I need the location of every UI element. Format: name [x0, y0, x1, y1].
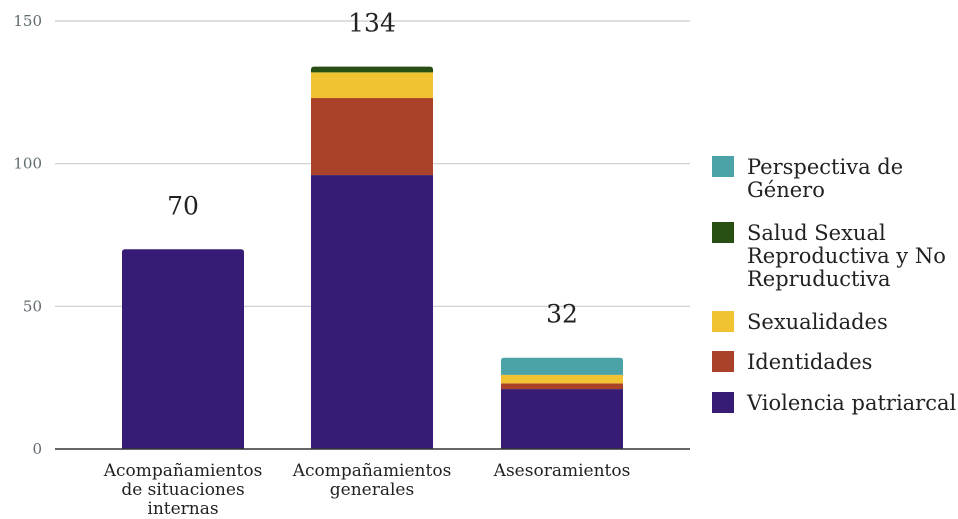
bar-segment — [501, 357, 623, 375]
bar-segment — [311, 98, 433, 176]
legend-label: Identidades — [747, 350, 872, 374]
category-label-line: internas — [147, 499, 218, 519]
category-label-line: generales — [330, 480, 414, 500]
legend-label-line: Perspectiva de — [747, 155, 903, 179]
legend-label-line: Repruductiva — [747, 267, 891, 291]
legend-label-line: Violencia patriarcal — [746, 391, 956, 415]
category-labels: Acompañamientos de situaciones internasAco… — [103, 461, 631, 519]
bars — [122, 66, 623, 449]
x-category-label: Acompañamientos de situaciones internas — [103, 461, 263, 519]
legend-label: Sexualidades — [747, 310, 888, 334]
legend-label-line: Reproductiva y No — [747, 244, 946, 268]
bar-segment — [311, 66, 433, 73]
bar-segment — [501, 383, 623, 390]
y-tick-label: 0 — [32, 440, 42, 458]
legend-swatch — [712, 392, 734, 413]
category-label-line: Acompañamientos — [292, 461, 452, 481]
bar-segment — [311, 175, 433, 449]
legend-swatch — [712, 156, 734, 177]
y-tick-label: 150 — [13, 12, 42, 30]
y-tick-label: 100 — [13, 155, 42, 173]
bar-segment — [501, 389, 623, 449]
legend-swatch — [712, 222, 734, 243]
category-label-line: Asesoramientos — [493, 461, 631, 481]
bar-total-label: 134 — [348, 9, 396, 38]
category-label-line: Acompañamientos — [103, 461, 263, 481]
legend-label-line: Género — [747, 178, 825, 202]
legend: Perspectiva de Género Salud Sexual Reproduc… — [712, 155, 956, 415]
x-category-label: Asesoramientos — [493, 461, 631, 481]
legend-swatch — [712, 351, 734, 372]
bar-segment — [501, 374, 623, 384]
legend-label-line: Sexualidades — [747, 310, 888, 334]
bar-segment — [122, 249, 244, 449]
legend-label-line: Identidades — [747, 350, 872, 374]
legend-label: Violencia patriarcal — [746, 391, 956, 415]
legend-label: Perspectiva de Género — [747, 155, 903, 202]
bar-segment — [311, 72, 433, 99]
x-category-label: Acompañamientos generales — [292, 461, 452, 500]
bar-total-label: 32 — [546, 300, 578, 329]
legend-label-line: Salud Sexual — [747, 221, 886, 245]
bar-total-label: 70 — [167, 191, 199, 220]
total-labels: 70 134 32 — [167, 9, 578, 329]
legend-label: Salud Sexual Reproductiva y No Repruductiv… — [747, 221, 946, 291]
y-tick-label: 50 — [23, 297, 42, 315]
category-label-line: de situaciones — [121, 480, 244, 500]
legend-swatch — [712, 311, 734, 332]
y-axis-ticks: 0 50 100 150 — [13, 12, 42, 458]
